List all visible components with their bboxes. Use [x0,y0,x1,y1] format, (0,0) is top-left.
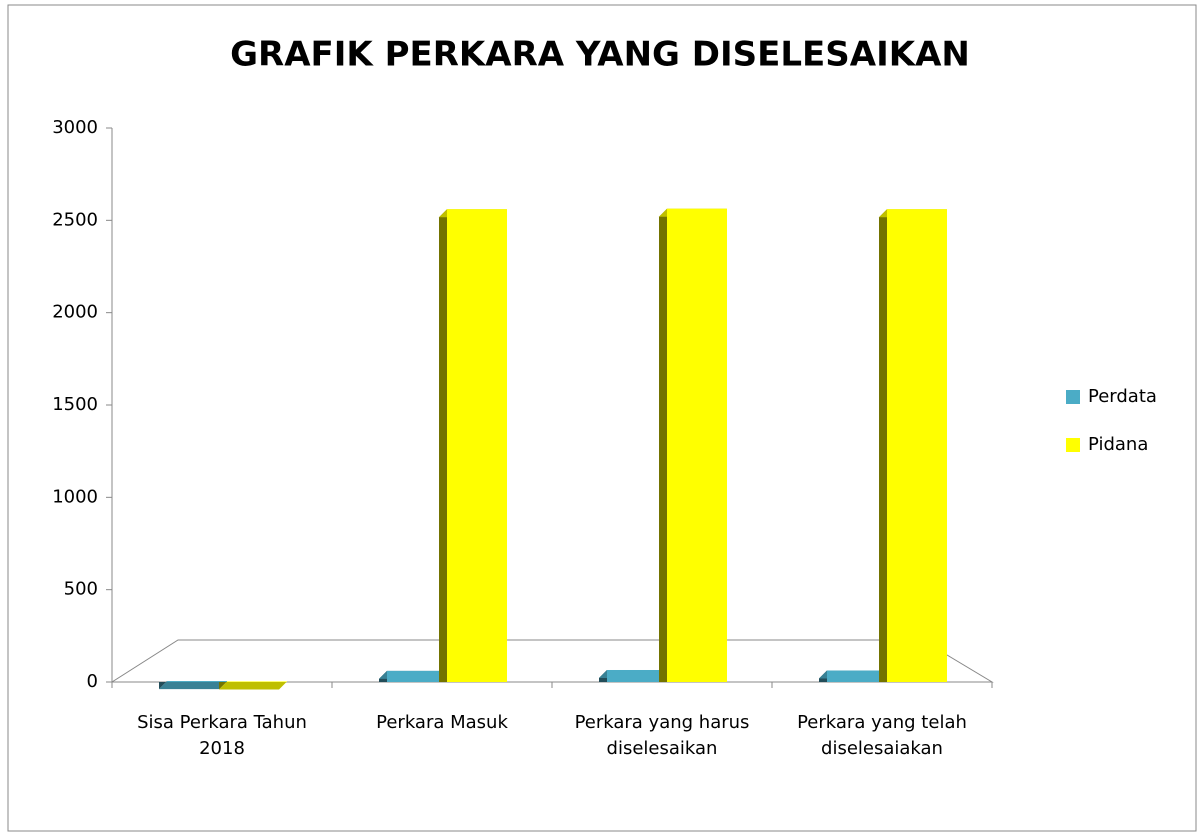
legend-swatch [1066,438,1080,452]
bar [227,681,287,682]
legend-label: Perdata [1088,386,1157,407]
bar-top [159,681,227,690]
bar [827,670,887,682]
legend-label: Pidana [1088,434,1148,455]
y-tick-label: 500 [64,579,98,600]
x-tick-label: Perkara Masuk [376,712,508,733]
bar-side [879,209,887,682]
x-tick-label: Sisa Perkara Tahun 2018 [137,712,307,759]
bar-top [219,681,287,690]
x-tick-label: Perkara yang harus diselesaikan [574,712,750,759]
y-tick-label: 2000 [52,302,98,323]
y-tick-label: 3000 [52,117,98,138]
bar [667,208,727,682]
chart-title: GRAFIK PERKARA YANG DISELESAIKAN [230,35,970,75]
bar [447,209,507,682]
y-tick-label: 1500 [52,394,98,415]
x-tick-label: Perkara yang telah diselesaiakan [797,712,967,759]
y-tick-label: 2500 [52,209,98,230]
bar [387,670,447,682]
frame [7,4,1197,832]
bar-side [439,209,447,682]
legend-swatch [1066,390,1080,404]
bar [887,209,947,682]
bar [167,681,227,682]
y-tick-label: 1000 [52,486,98,507]
bar [607,669,667,682]
bar-side [659,208,667,682]
y-tick-label: 0 [87,671,98,692]
